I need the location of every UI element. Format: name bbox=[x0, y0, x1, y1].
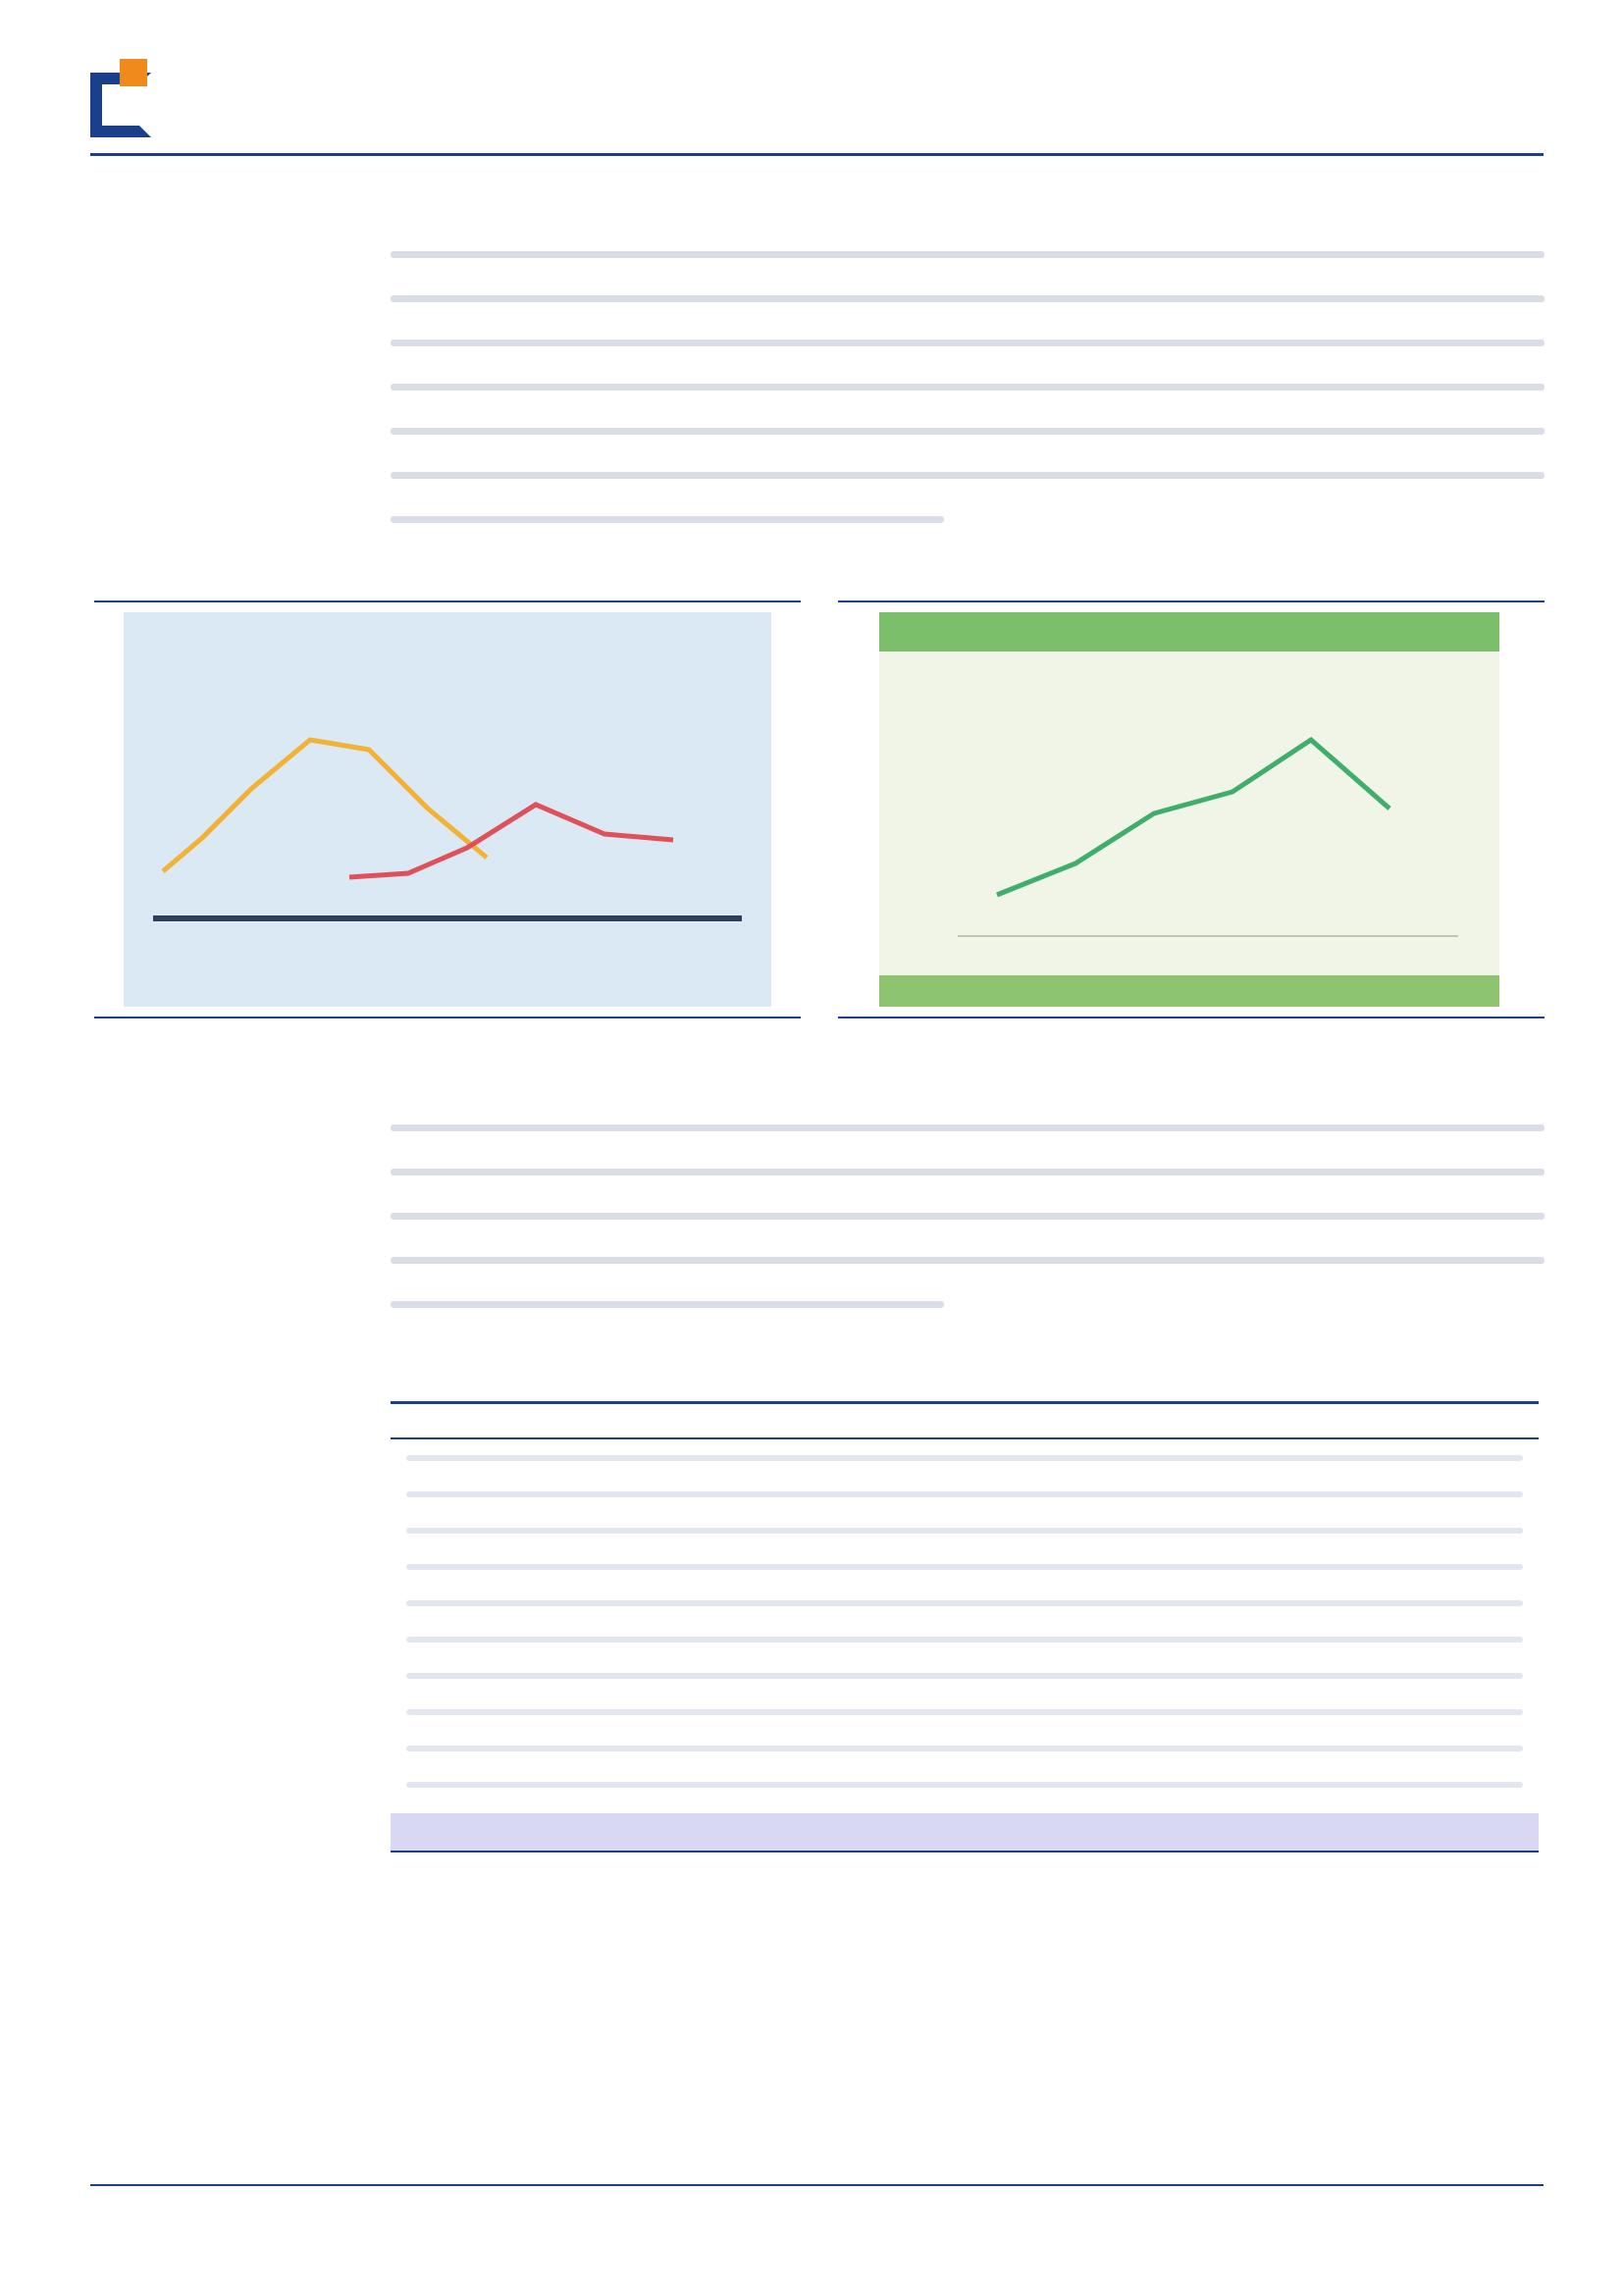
figure-3-curve bbox=[996, 736, 1391, 898]
header-divider bbox=[90, 153, 1544, 156]
figure-2-title bbox=[94, 567, 801, 597]
figure-3-image bbox=[879, 612, 1499, 1007]
figure-3-top-rule bbox=[838, 600, 1545, 602]
footer-divider bbox=[90, 2184, 1544, 2186]
table-body bbox=[391, 1441, 1539, 1811]
paragraph-investment-advice bbox=[391, 1124, 1545, 1345]
figure-3-illustration bbox=[879, 612, 1499, 1007]
table-header-row bbox=[391, 1404, 1539, 1439]
company-logo bbox=[90, 55, 414, 149]
figure-3-banner bbox=[879, 612, 1499, 652]
figure-3-title bbox=[838, 567, 1545, 597]
paragraph-tourism-market bbox=[391, 251, 1545, 560]
table-2-title bbox=[391, 1370, 1539, 1399]
table-average-row bbox=[391, 1813, 1539, 1851]
logo-mark-icon bbox=[90, 59, 155, 141]
figure-2-illustration bbox=[153, 737, 742, 921]
figure-2-top-rule bbox=[94, 600, 801, 602]
figure-2-curve-a bbox=[161, 737, 489, 873]
figure-2-image bbox=[124, 612, 771, 1007]
figure-3-bottom-rule bbox=[838, 1017, 1545, 1018]
figure-3-ground bbox=[879, 975, 1499, 1007]
figure-2-bottom-rule bbox=[94, 1017, 801, 1018]
returns-table bbox=[391, 1401, 1539, 1852]
figure-2-curve-b bbox=[348, 802, 674, 880]
